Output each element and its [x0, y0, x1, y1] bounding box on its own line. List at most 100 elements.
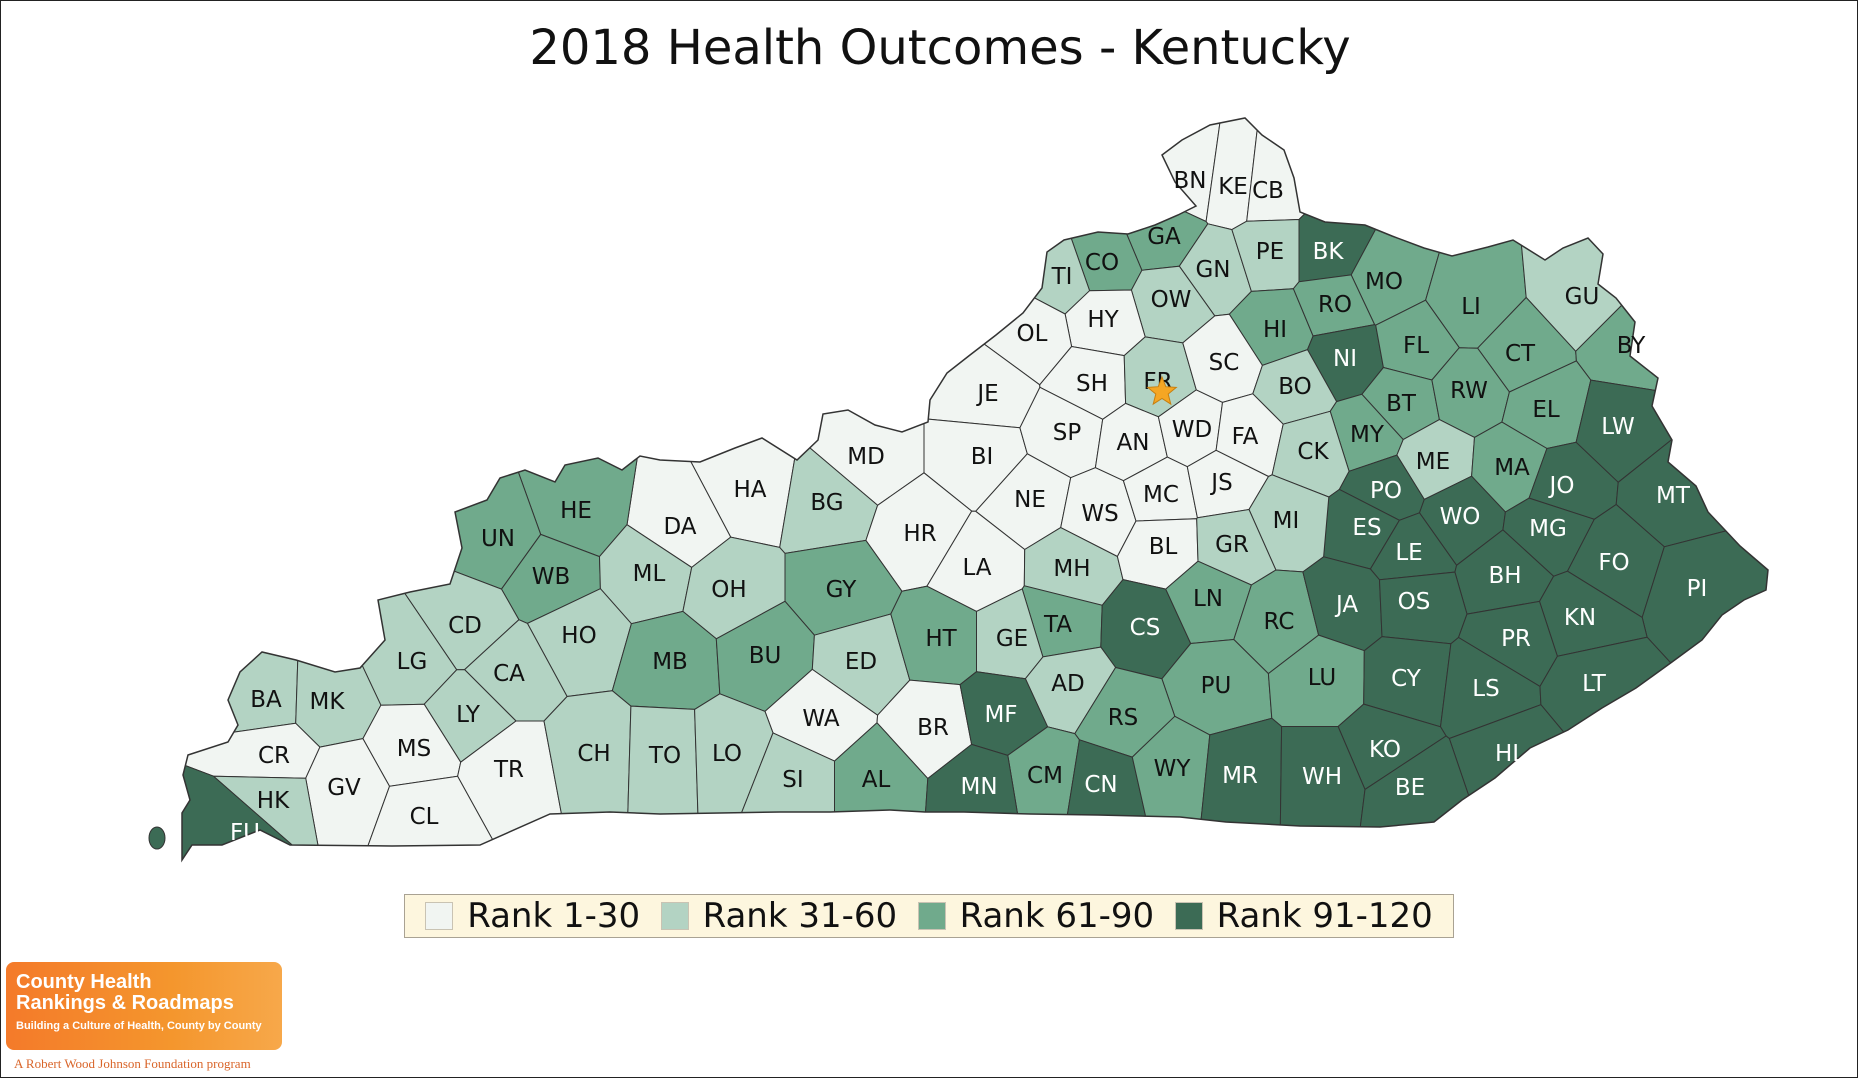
county-label-mk: MK — [310, 689, 346, 715]
county-label-fo: FO — [1598, 550, 1629, 576]
county-label-ma: MA — [1494, 455, 1530, 481]
county-label-my: MY — [1350, 422, 1385, 448]
county-label-da: DA — [663, 514, 696, 540]
county-label-ke: KE — [1218, 174, 1248, 200]
county-label-rw: RW — [1450, 378, 1488, 404]
county-label-pi: PI — [1687, 576, 1708, 602]
county-ti — [718, 118, 1091, 315]
county-label-br: BR — [917, 715, 949, 741]
county-label-ni: NI — [1333, 346, 1357, 372]
legend-swatch — [425, 902, 454, 930]
county-label-mb: MB — [652, 649, 688, 675]
county-label-tr: TR — [493, 757, 524, 783]
county-lt — [1539, 636, 1768, 860]
county-label-bh: BH — [1488, 563, 1521, 589]
county-label-ho: HO — [561, 623, 596, 649]
county-label-li: LI — [1461, 294, 1481, 320]
county-label-bu: BU — [749, 643, 782, 669]
county-label-mr: MR — [1222, 763, 1258, 789]
county-label-pu: PU — [1201, 673, 1232, 699]
county-label-wh: WH — [1302, 764, 1342, 790]
county-label-hk: HK — [257, 788, 290, 814]
county-label-ti: TI — [1051, 264, 1073, 290]
county-label-fu: FU — [230, 820, 260, 846]
county-label-co: CO — [1085, 250, 1119, 276]
legend: Rank 1-30 Rank 31-60 Rank 61-90 Rank 91-… — [404, 894, 1454, 938]
legend-item-rank-31-60: Rank 31-60 — [660, 896, 898, 936]
county-label-bi: BI — [971, 444, 994, 470]
county-label-fa: FA — [1232, 424, 1259, 450]
county-label-hi: HI — [1263, 317, 1287, 343]
county-label-rc: RC — [1264, 609, 1295, 635]
county-label-mn: MN — [960, 774, 997, 800]
county-label-be: BE — [1395, 775, 1425, 801]
county-label-lw: LW — [1601, 414, 1634, 440]
county-label-wa: WA — [802, 706, 839, 732]
county-label-ca: CA — [493, 661, 525, 687]
county-label-bl: BL — [1149, 534, 1178, 560]
legend-label: Rank 31-60 — [702, 896, 898, 936]
county-label-cm: CM — [1027, 763, 1063, 789]
county-label-pr: PR — [1501, 626, 1531, 652]
county-label-el: EL — [1532, 397, 1560, 423]
county-label-wb: WB — [532, 564, 571, 590]
county-label-sp: SP — [1053, 420, 1082, 446]
county-label-ck: CK — [1297, 439, 1329, 465]
county-label-bo: BO — [1278, 374, 1311, 400]
legend-swatch — [660, 902, 689, 930]
county-label-cl: CL — [410, 804, 439, 830]
county-pi — [1641, 513, 1768, 794]
county-label-ly: LY — [456, 702, 481, 728]
chr-logo: County Health Rankings & Roadmaps Buildi… — [6, 962, 282, 1050]
county-label-ne: NE — [1014, 487, 1046, 513]
county-label-ga: GA — [1147, 224, 1181, 250]
county-label-ja: JA — [1334, 592, 1358, 618]
county-bn — [1032, 118, 1224, 223]
county-label-ko: KO — [1369, 737, 1401, 763]
county-label-al: AL — [862, 767, 891, 793]
county-label-cb: CB — [1252, 178, 1284, 204]
county-label-he: HE — [560, 498, 592, 524]
county-label-ms: MS — [397, 736, 431, 762]
capital-star-icon — [1146, 375, 1178, 406]
county-label-gu: GU — [1565, 284, 1600, 310]
county-label-un: UN — [481, 526, 515, 552]
county-label-ta: TA — [1043, 612, 1072, 638]
state-outline — [181, 117, 1769, 863]
county-to — [625, 705, 701, 860]
county-label-cs: CS — [1130, 615, 1161, 641]
legend-item-rank-61-90: Rank 61-90 — [917, 896, 1154, 936]
county-label-mt: MT — [1656, 483, 1691, 509]
county-label-sc: SC — [1209, 350, 1240, 376]
logo-program-text: A Robert Wood Johnson Foundation program — [14, 1056, 251, 1071]
county-label-ws: WS — [1081, 501, 1118, 527]
county-un — [182, 118, 542, 590]
county-ch — [543, 690, 632, 860]
county-label-by: BY — [1617, 333, 1647, 359]
county-ba — [182, 282, 303, 745]
county-label-wd: WD — [1172, 417, 1212, 443]
county-label-ge: GE — [996, 626, 1028, 652]
county-label-md: MD — [847, 444, 885, 470]
county-label-ba: BA — [250, 687, 282, 713]
county-fu-exclave — [148, 826, 166, 850]
county-co — [1022, 118, 1143, 292]
logo-tagline: Building a Culture of Health, County by … — [16, 1020, 262, 1032]
county-label-oh: OH — [711, 577, 746, 603]
county-label-mi: MI — [1273, 508, 1300, 534]
county-label-hr: HR — [903, 521, 936, 547]
county-label-ol: OL — [1017, 321, 1048, 347]
county-label-gv: GV — [327, 775, 361, 801]
county-label-bk: BK — [1313, 239, 1345, 265]
logo-line-2: Rankings & Roadmaps — [16, 992, 234, 1014]
county-label-je: JE — [975, 381, 998, 407]
county-label-jo: JO — [1548, 473, 1575, 499]
county-label-ml: ML — [633, 561, 666, 587]
county-label-kn: KN — [1564, 605, 1596, 631]
county-label-mg: MG — [1529, 516, 1567, 542]
county-by — [1575, 135, 1768, 402]
county-label-mc: MC — [1143, 482, 1179, 508]
county-label-cn: CN — [1084, 772, 1117, 798]
